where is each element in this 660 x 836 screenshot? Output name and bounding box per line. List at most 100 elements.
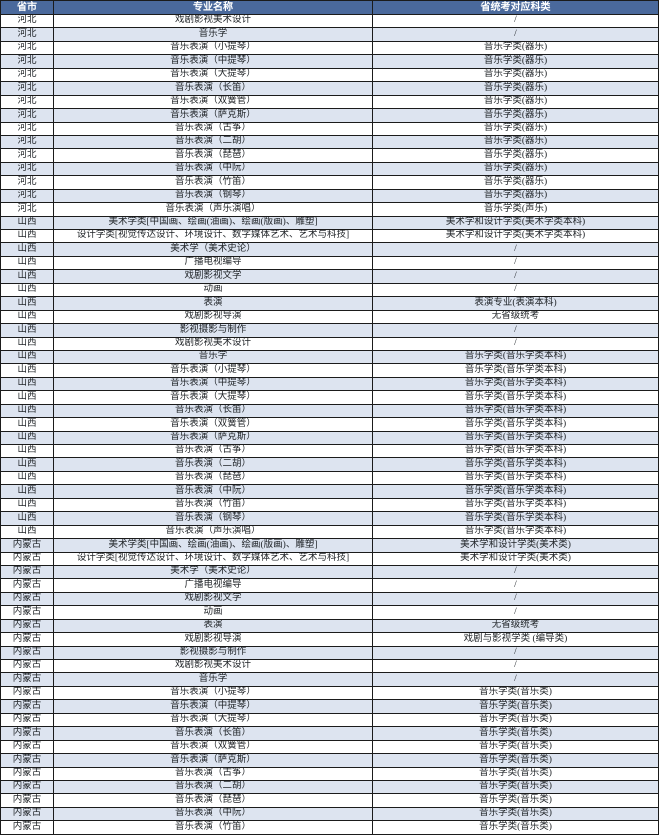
cell-category: / xyxy=(372,282,659,298)
table-row: 山西 戏剧影视文学 / xyxy=(0,269,659,284)
cell-category: 音乐学类(音乐学类本科) xyxy=(372,511,659,526)
table-row: 河北 音乐表演（中阮） 音乐学类(器乐) xyxy=(0,161,659,177)
cell-major: 广播电视编导 xyxy=(53,255,373,271)
cell-province: 内蒙古 xyxy=(0,726,54,741)
table-row: 山西 音乐表演（小提琴） 音乐学类(音乐学类本科) xyxy=(0,363,659,378)
cell-major: 戏剧影视导演 xyxy=(53,632,373,647)
table-row: 山西 戏剧影视导演 无省级统考 xyxy=(0,309,659,325)
cell-province: 河北 xyxy=(0,148,54,163)
cell-province: 山西 xyxy=(0,323,54,338)
cell-category: 戏剧与影视学类 (编导类) xyxy=(372,632,659,647)
cell-province: 河北 xyxy=(0,161,54,177)
table-row: 内蒙古 音乐表演（中阮） 音乐学类(音乐类) xyxy=(0,806,659,822)
cell-major: 音乐表演（双簧管） xyxy=(53,94,373,110)
table-row: 河北 音乐表演（中提琴） 音乐学类(器乐) xyxy=(0,54,659,69)
table-row: 内蒙古 动画 / xyxy=(0,605,659,620)
column-header-province: 省市 xyxy=(0,0,54,15)
cell-category: 音乐学类(器乐) xyxy=(372,108,659,123)
cell-major: 音乐表演（古筝） xyxy=(53,121,373,136)
cell-category: 美术学和设计学类(美术类) xyxy=(372,538,659,553)
cell-category: 无省级统考 xyxy=(372,309,659,325)
cell-province: 内蒙古 xyxy=(0,591,54,607)
cell-category: 音乐学类(声乐) xyxy=(372,202,659,217)
cell-major: 音乐表演（中提琴） xyxy=(53,699,373,714)
cell-province: 山西 xyxy=(0,403,54,419)
cell-category: / xyxy=(372,242,659,257)
table-row: 内蒙古 表演 无省级统考 xyxy=(0,618,659,634)
cell-category: / xyxy=(372,591,659,607)
cell-category: / xyxy=(372,336,659,351)
table-row: 河北 音乐表演（萨克斯） 音乐学类(器乐) xyxy=(0,108,659,123)
table-row: 河北 音乐表演（二胡） 音乐学类(器乐) xyxy=(0,134,659,150)
cell-major: 戏剧影视美术设计 xyxy=(53,658,373,674)
table-row: 山西 音乐学 音乐学类(音乐学类本科) xyxy=(0,349,659,365)
cell-category: / xyxy=(372,672,659,687)
cell-category: 音乐学类(音乐学类本科) xyxy=(372,497,659,513)
cell-province: 内蒙古 xyxy=(0,605,54,620)
cell-province: 内蒙古 xyxy=(0,739,54,755)
cell-province: 河北 xyxy=(0,67,54,83)
cell-category: 音乐学类(音乐类) xyxy=(372,753,659,768)
cell-major: 音乐表演（中阮） xyxy=(53,806,373,822)
cell-province: 河北 xyxy=(0,108,54,123)
table-row: 山西 设计学类[视觉传达设计、环境设计、数字媒体艺术、艺术与科技] 美术学和设计学类… xyxy=(0,228,659,244)
cell-major: 戏剧影视文学 xyxy=(53,591,373,607)
cell-major: 影视摄影与制作 xyxy=(53,323,373,338)
cell-province: 河北 xyxy=(0,54,54,69)
table-row: 山西 音乐表演（竹笛） 音乐学类(音乐学类本科) xyxy=(0,497,659,513)
cell-category: 音乐学类(器乐) xyxy=(372,54,659,69)
table-row: 山西 戏剧影视美术设计 / xyxy=(0,336,659,351)
cell-province: 山西 xyxy=(0,215,54,231)
cell-major: 动画 xyxy=(53,282,373,298)
table-row: 山西 音乐表演（钢琴） 音乐学类(音乐学类本科) xyxy=(0,511,659,526)
cell-province: 内蒙古 xyxy=(0,632,54,647)
cell-province: 内蒙古 xyxy=(0,645,54,661)
table-row: 内蒙古 音乐表演（琵琶） 音乐学类(音乐类) xyxy=(0,793,659,808)
table-row: 河北 音乐表演（双簧管） 音乐学类(器乐) xyxy=(0,94,659,110)
cell-province: 山西 xyxy=(0,336,54,351)
cell-province: 山西 xyxy=(0,511,54,526)
cell-category: 音乐学类(音乐学类本科) xyxy=(372,349,659,365)
table-row: 山西 表演 表演专业(表演本科) xyxy=(0,296,659,311)
table-row: 内蒙古 音乐表演（竹笛） 音乐学类(音乐类) xyxy=(0,820,659,835)
cell-province: 山西 xyxy=(0,376,54,392)
cell-category: 音乐学类(器乐) xyxy=(372,148,659,163)
cell-major: 戏剧影视美术设计 xyxy=(53,336,373,351)
column-header-major: 专业名称 xyxy=(53,0,373,15)
table-row: 山西 音乐表演（长笛） 音乐学类(音乐学类本科) xyxy=(0,403,659,419)
cell-province: 内蒙古 xyxy=(0,699,54,714)
cell-province: 山西 xyxy=(0,269,54,284)
cell-province: 内蒙古 xyxy=(0,578,54,593)
cell-category: 音乐学类(器乐) xyxy=(372,175,659,190)
cell-major: 戏剧影视文学 xyxy=(53,269,373,284)
cell-province: 内蒙古 xyxy=(0,564,54,580)
table-row: 内蒙古 设计学类[视觉传达设计、环境设计、数字媒体艺术、艺术与科技] 美术学和设计学… xyxy=(0,551,659,566)
cell-province: 河北 xyxy=(0,188,54,204)
cell-major: 音乐表演（琵琶） xyxy=(53,793,373,808)
cell-category: 音乐学类(音乐类) xyxy=(372,766,659,781)
cell-category: 无省级统考 xyxy=(372,618,659,634)
cell-category: 音乐学类(音乐学类本科) xyxy=(372,363,659,378)
table-row: 内蒙古 广播电视编导 / xyxy=(0,578,659,593)
cell-major: 音乐表演（竹笛） xyxy=(53,175,373,190)
cell-category: 音乐学类(器乐) xyxy=(372,67,659,83)
table-row: 山西 美术学类[中国画、绘画(油画)、绘画(版画)、雕塑] 美术学和设计学类(美术学… xyxy=(0,215,659,231)
cell-major: 音乐学 xyxy=(53,27,373,42)
cell-major: 音乐表演（二胡） xyxy=(53,779,373,795)
cell-province: 山西 xyxy=(0,417,54,432)
table-row: 河北 音乐表演（大提琴） 音乐学类(器乐) xyxy=(0,67,659,83)
table-row: 河北 音乐表演（竹笛） 音乐学类(器乐) xyxy=(0,175,659,190)
cell-province: 河北 xyxy=(0,175,54,190)
table-body: 河北 戏剧影视美术设计 / 河北 音乐学 / 河北 音乐表演（小提琴） 音乐学类(器乐) 河北 音乐… xyxy=(0,13,659,835)
table-row: 山西 音乐表演（声乐演唱） 音乐学类(音乐学类本科) xyxy=(0,524,659,540)
cell-province: 内蒙古 xyxy=(0,766,54,781)
cell-province: 山西 xyxy=(0,349,54,365)
table-row: 内蒙古 音乐表演（萨克斯） 音乐学类(音乐类) xyxy=(0,753,659,768)
cell-major: 音乐表演（中阮） xyxy=(53,161,373,177)
cell-major: 音乐表演（萨克斯） xyxy=(53,430,373,446)
cell-major: 音乐表演（二胡） xyxy=(53,134,373,150)
cell-category: 音乐学类(音乐学类本科) xyxy=(372,417,659,432)
cell-province: 内蒙古 xyxy=(0,820,54,835)
table-row: 山西 音乐表演（萨克斯） 音乐学类(音乐学类本科) xyxy=(0,430,659,446)
cell-major: 音乐表演（竹笛） xyxy=(53,497,373,513)
